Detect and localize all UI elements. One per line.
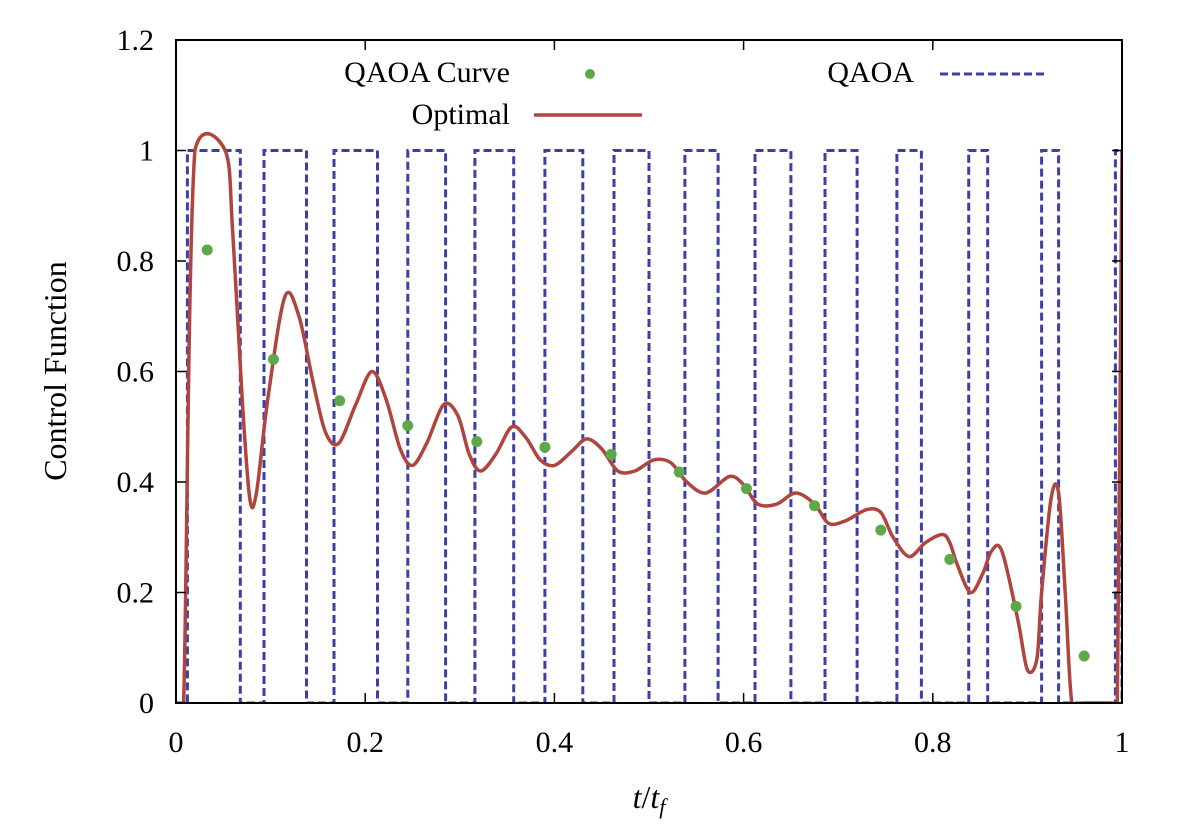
legend-marker-qaoa-curve	[585, 69, 595, 79]
legend: QAOA Curve QAOA Optimal	[344, 56, 1046, 131]
y-tick-label: 0	[139, 687, 154, 720]
qaoa-curve-point	[875, 524, 887, 536]
x-axis-label-tf: t	[650, 779, 660, 815]
x-tick-label: 0.8	[914, 726, 952, 759]
y-tick-label: 0.2	[117, 577, 155, 610]
qaoa-curve-point	[334, 395, 346, 407]
qaoa-curve-point	[740, 483, 752, 495]
x-tick-label: 0.6	[725, 726, 763, 759]
qaoa-curve-point	[201, 244, 213, 256]
x-axis-label-slash: /	[641, 779, 650, 815]
x-axis-label-t: t	[633, 779, 643, 815]
legend-label-optimal: Optimal	[412, 98, 510, 131]
y-tick-label: 1.2	[117, 24, 155, 57]
legend-label-qaoa: QAOA	[827, 56, 914, 89]
x-tick-label: 0.2	[346, 726, 384, 759]
x-axis-label: t/tf	[633, 779, 669, 819]
plot-area	[176, 132, 1122, 703]
y-tick-label: 0.8	[117, 245, 155, 278]
qaoa-curve-point	[1078, 650, 1090, 662]
qaoa-curve-point	[809, 500, 821, 512]
x-axis-label-f: f	[659, 794, 668, 819]
y-tick-label: 0.6	[117, 356, 155, 389]
legend-label-qaoa-curve: QAOA Curve	[344, 56, 510, 89]
qaoa-curve-point	[605, 448, 617, 460]
optimal-series-line	[176, 132, 1122, 703]
y-tick-label: 1	[139, 135, 154, 168]
axis-ticks: 0 0.2 0.4 0.6 0.8 1 0 0.2 0.4 0.6 0.8 1 1.2	[117, 24, 1130, 759]
x-tick-label: 1	[1115, 726, 1130, 759]
x-tick-label: 0	[169, 726, 184, 759]
qaoa-series-line	[176, 149, 1122, 703]
qaoa-curve-point	[673, 466, 685, 478]
y-tick-label: 0.4	[117, 466, 155, 499]
qaoa-curve-point	[944, 553, 956, 565]
qaoa-curve-point	[1010, 600, 1022, 612]
x-tick-label: 0.4	[536, 726, 574, 759]
qaoa-curve-point	[402, 420, 414, 432]
qaoa-curve-point	[267, 353, 279, 365]
qaoa-curve-point	[539, 441, 551, 453]
y-axis-label: Control Function	[37, 261, 73, 481]
qaoa-curve-point	[471, 436, 483, 448]
